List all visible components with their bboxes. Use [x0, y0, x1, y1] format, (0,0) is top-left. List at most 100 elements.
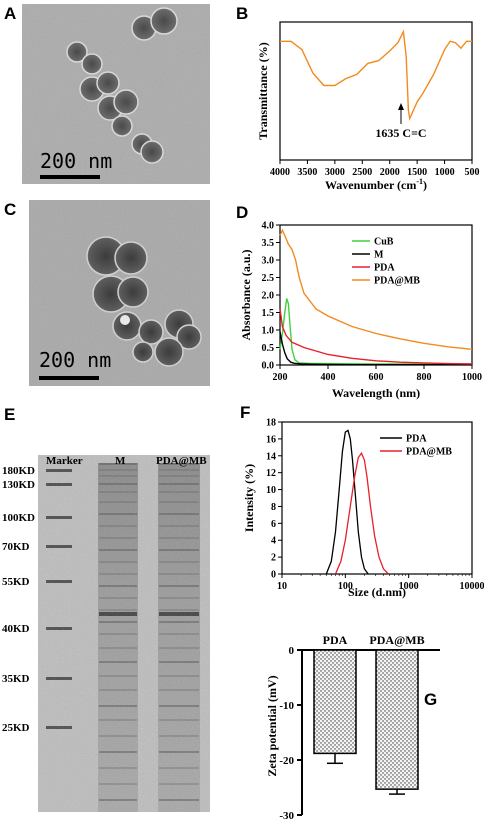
uvvis-line-pda: [279, 308, 473, 365]
tem-image-a: 200 nm: [22, 4, 210, 184]
dls-line-pda-mb: [334, 451, 389, 575]
gel-image: Marker M PDA@MB: [38, 455, 210, 812]
ftir-x-tick-label: 1000: [435, 167, 455, 178]
zeta-bar-pda: [313, 649, 357, 755]
scale-label-a: 200 nm: [40, 149, 113, 173]
uvvis-line-cub: [279, 298, 472, 365]
tem-image-c: 200 nm: [29, 200, 210, 386]
zeta-category-label: PDA: [323, 633, 348, 647]
dls-y-tick-label: 8: [271, 502, 276, 513]
tem-particles-a: [22, 4, 210, 184]
dls-series: [325, 429, 389, 575]
ftir-xlabel-close: ): [423, 178, 427, 192]
uvvis-y-tick-label: 4.0: [262, 221, 275, 232]
ftir-x-tick-label: 4000: [270, 167, 290, 178]
ftir-chart: 4000 3500 3000 2500 2000 1500 1000 500 1635 C=C…: [256, 21, 480, 192]
uvvis-y-tick-label: 3.5: [262, 238, 275, 249]
ftir-x-tick-label: 500: [465, 167, 480, 178]
dls-legend-label: PDA@MB: [406, 447, 452, 458]
uvvis-x-tick-label: 1000: [462, 372, 482, 383]
dls-y-tick-label: 0: [271, 570, 276, 581]
dls-x-tick-label: 1000: [399, 581, 419, 592]
uvvis-y-tick-label: 1.0: [262, 326, 275, 337]
mw-label-130: 130KD: [2, 479, 35, 491]
dls-line-pda: [325, 429, 369, 575]
ftir-arrow-head: [398, 103, 404, 110]
dls-y-tick-label: 14: [266, 451, 276, 462]
ftir-x-tick-label: 1500: [407, 167, 427, 178]
ftir-series-line: [280, 29, 472, 122]
dls-legend-label: PDA: [406, 434, 427, 445]
ftir-xlabel-sup: -1: [416, 177, 423, 186]
gel-header-marker: Marker: [46, 455, 83, 467]
uvvis-legend-label: M: [374, 250, 384, 261]
zeta-bar-pda-mb: [375, 649, 419, 790]
zeta-y-tick-label: 0: [289, 645, 295, 657]
uvvis-legend: CuB M PDA PDA@MB: [352, 237, 420, 287]
uvvis-legend-label: PDA@MB: [374, 276, 420, 287]
tem-particles-c: [29, 200, 210, 386]
mw-label-55: 55KD: [2, 576, 30, 588]
dls-x-tick-label: 10: [277, 581, 287, 592]
ftir-x-tick-label: 2500: [352, 167, 372, 178]
gel-lanes: [38, 455, 210, 812]
dls-y-tick-label: 10: [266, 485, 276, 496]
uvvis-y-tick-label: 0.0: [262, 361, 275, 372]
zeta-category-label: PDA@MB: [369, 633, 424, 647]
zeta-y-tick-label: -20: [279, 755, 294, 767]
dls-y-tick-label: 16: [266, 434, 276, 445]
uvvis-line-pda-mb: [279, 228, 473, 350]
dls-y-tick-label: 6: [271, 519, 276, 530]
uvvis-y-tick-label: 2.5: [262, 273, 275, 284]
uvvis-chart: 200 400 600 800 1000 0.0 0.5 1.0 1.5 2.0 2.5 3.0 3.5…: [240, 221, 482, 401]
uvvis-y-tick-label: 2.0: [262, 291, 275, 302]
ftir-ylabel: Transmittance (%): [256, 42, 270, 139]
gel-header-pda-mb: PDA@MB: [156, 455, 207, 467]
uvvis-xlabel: Wavelength (nm): [332, 386, 420, 400]
panel-c-label: C: [4, 200, 17, 219]
mw-label-35: 35KD: [2, 673, 30, 685]
ftir-x-tick-label: 3000: [325, 167, 345, 178]
panel-d-label: D: [236, 203, 249, 222]
dls-y-tick-label: 2: [271, 553, 276, 564]
uvvis-line-m: [279, 331, 472, 366]
ftir-x-tick-label: 2000: [380, 167, 400, 178]
ftir-x-ticks: 4000 3500 3000 2500 2000 1500 1000 500: [270, 160, 480, 178]
panel-f-label: F: [240, 403, 251, 422]
mw-label-180: 180KD: [2, 465, 35, 477]
dls-y-tick-label: 12: [266, 468, 276, 479]
ftir-xlabel-main: Wavenumber (cm: [325, 178, 416, 192]
uvvis-legend-label: CuB: [374, 237, 394, 248]
mw-label-40: 40KD: [2, 623, 30, 635]
zeta-y-tick-label: -10: [279, 700, 294, 712]
mw-label-25: 25KD: [2, 722, 30, 734]
scale-bar-c: [39, 376, 99, 380]
uvvis-x-tick-label: 600: [369, 372, 384, 383]
uvvis-y-tick-label: 1.5: [262, 308, 275, 319]
uvvis-x-tick-label: 800: [417, 372, 432, 383]
dls-xlabel: Size (d.nm): [348, 585, 406, 599]
uvvis-legend-label: PDA: [374, 263, 395, 274]
mw-label-100: 100KD: [2, 512, 35, 524]
panel-g-label: G: [424, 690, 438, 709]
ftir-annotation: 1635 C=C: [375, 126, 426, 140]
zeta-ylabel: Zeta potential (mV): [265, 675, 279, 776]
zeta-bars: PDA PDA@MB: [313, 633, 425, 795]
dls-plot-frame: [281, 421, 473, 575]
gel-header-m: M: [115, 455, 126, 467]
ftir-plot-frame: [279, 21, 473, 161]
dls-y-tick-label: 4: [271, 536, 276, 547]
dls-y-tick-label: 18: [266, 418, 276, 429]
dls-x-tick-label: 100: [338, 581, 353, 592]
dls-ylabel: Intensity (%): [242, 464, 256, 532]
scale-bar-a: [40, 175, 100, 179]
uvvis-x-tick-label: 400: [321, 372, 336, 383]
scale-label-c: 200 nm: [39, 348, 112, 372]
uvvis-ylabel: Absorbance (a.u.): [240, 249, 253, 340]
panel-a-label: A: [4, 4, 17, 23]
dls-x-tick-label: 10000: [460, 581, 484, 592]
panel-e-label: E: [4, 405, 16, 424]
ftir-xlabel: Wavenumber (cm-1): [325, 177, 427, 192]
